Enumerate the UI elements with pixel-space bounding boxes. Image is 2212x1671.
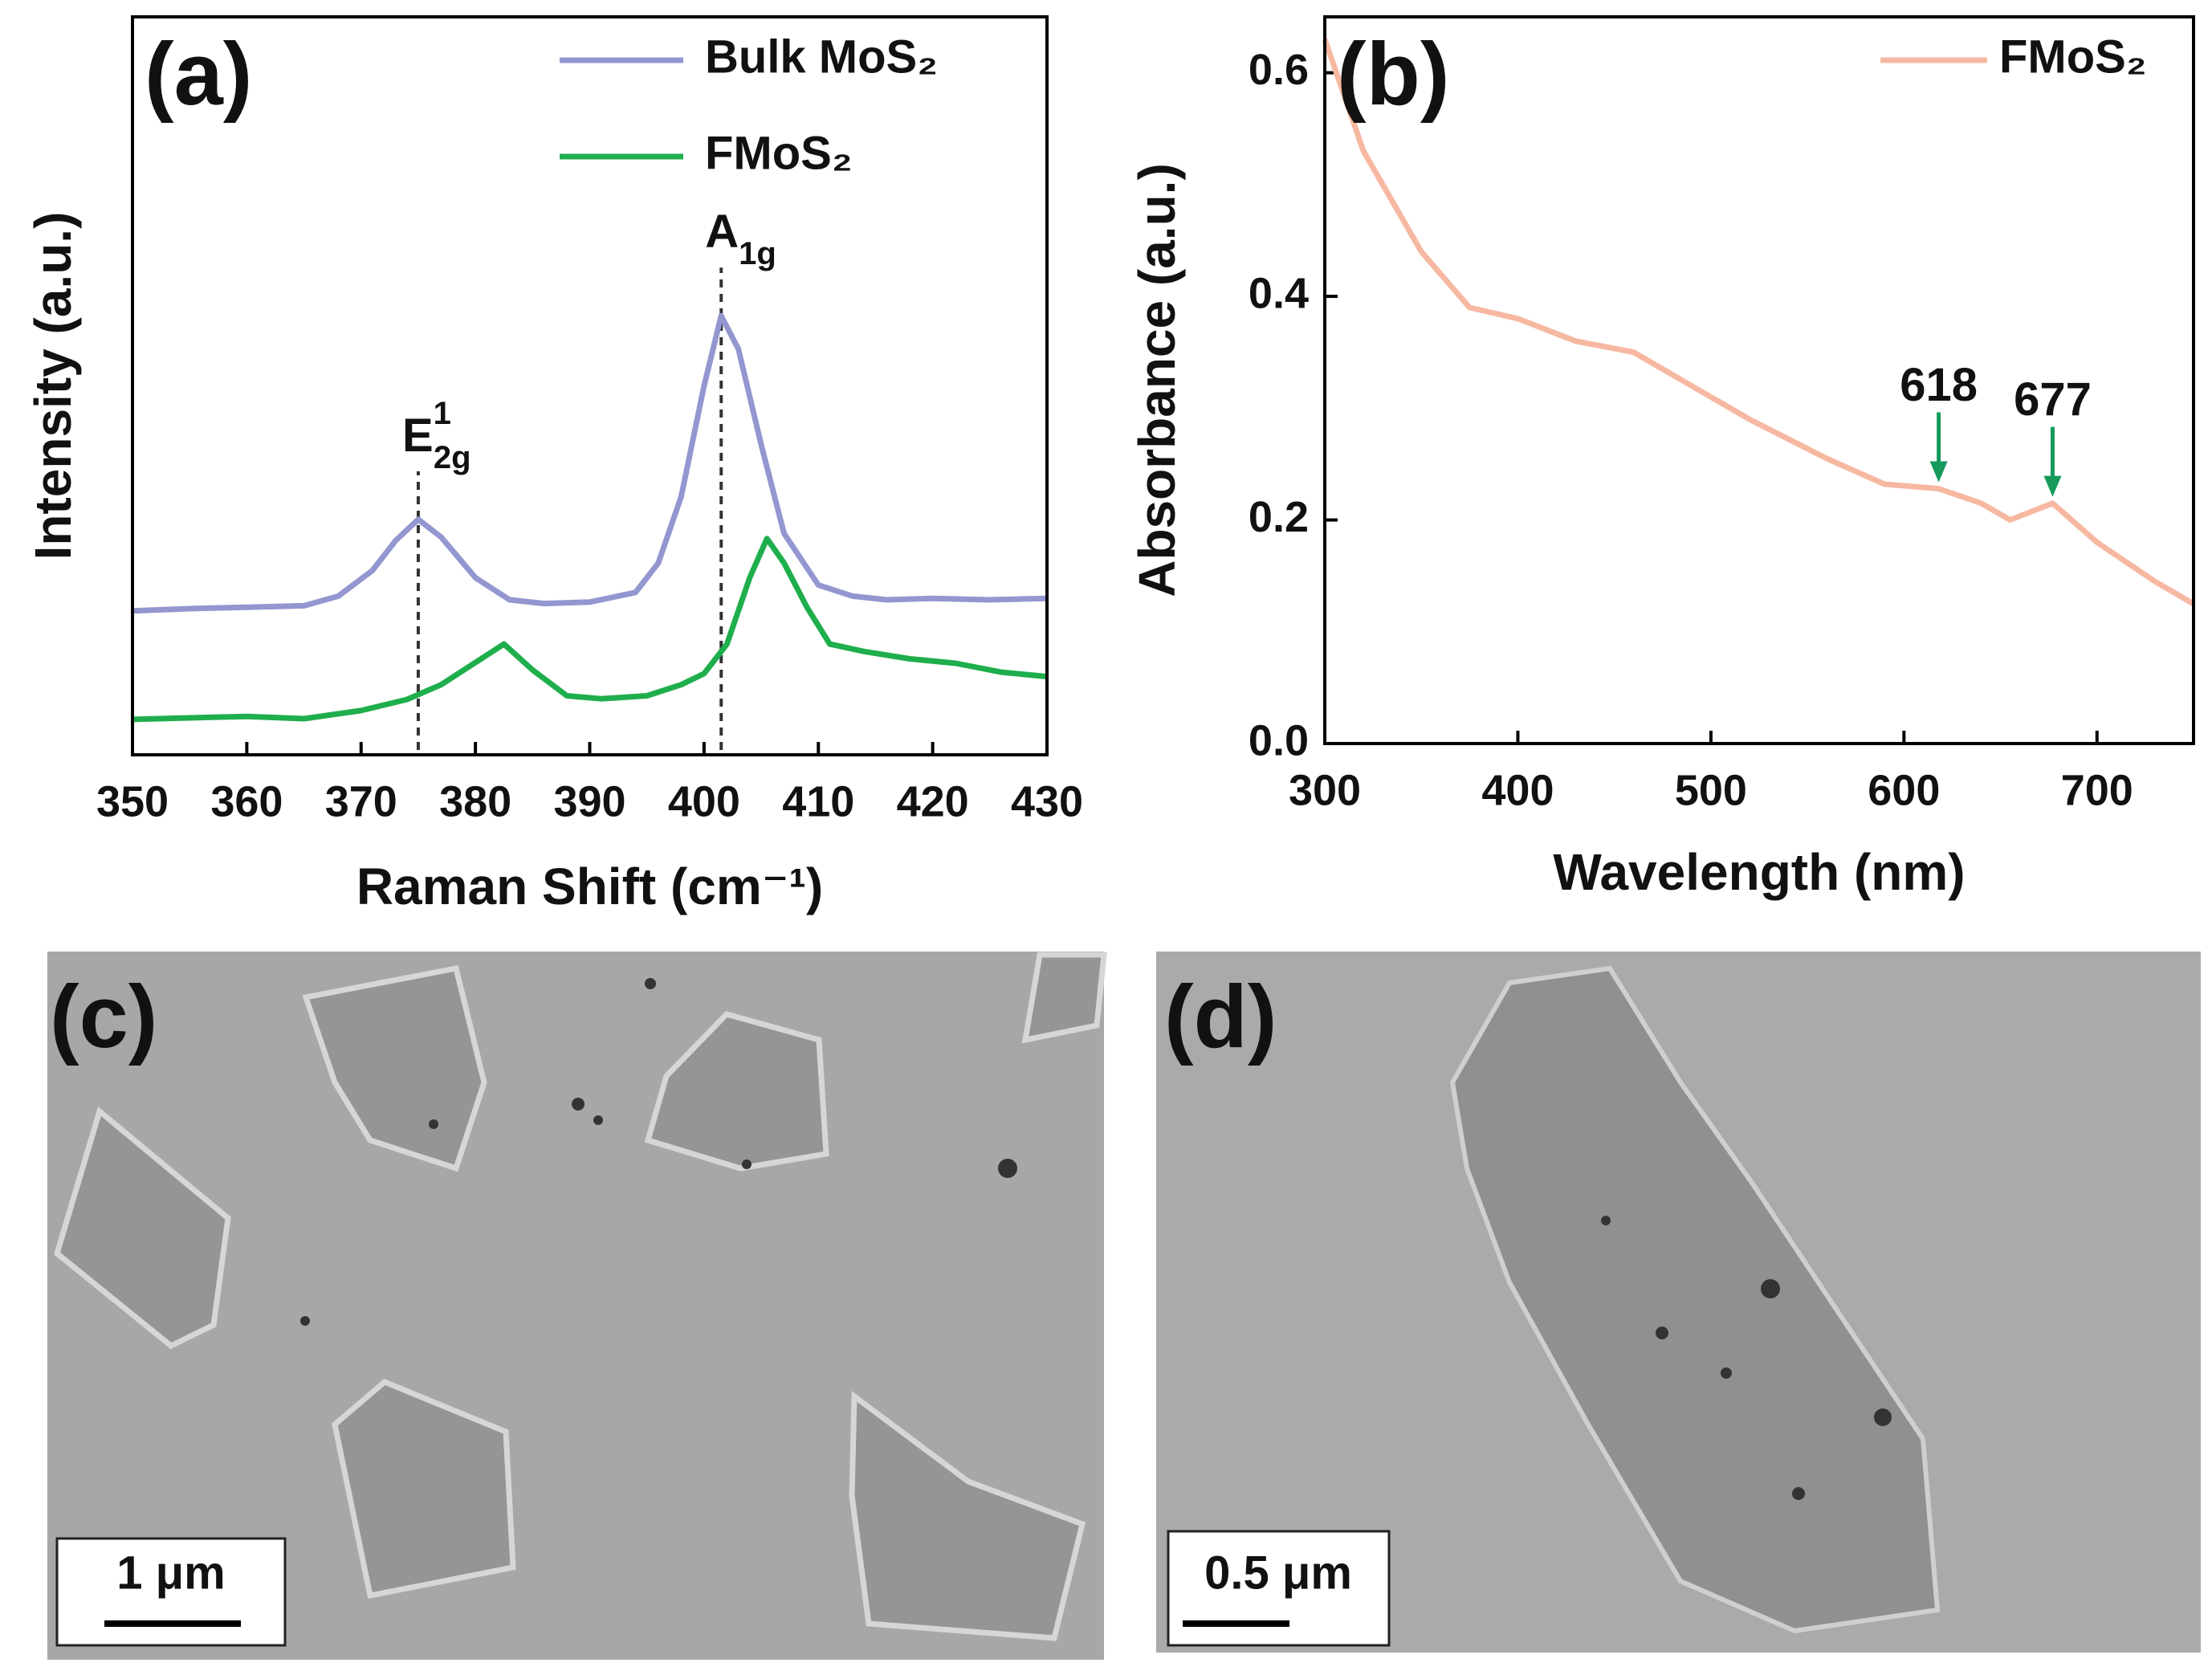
particles xyxy=(300,978,1017,1326)
series-line xyxy=(132,312,1048,614)
panel-label: (c) xyxy=(50,968,157,1066)
x-tick-label: 350 xyxy=(96,777,169,825)
particles xyxy=(1601,1216,1892,1500)
x-tick-label: 500 xyxy=(1675,766,1747,814)
x-tick-label: 400 xyxy=(668,777,740,825)
particle xyxy=(645,978,656,989)
particle xyxy=(1601,1216,1611,1225)
panel-c: 1 μm (c) xyxy=(47,952,1107,1660)
x-tick-label: 370 xyxy=(325,777,397,825)
flake xyxy=(1449,965,1941,1634)
panel-label: (a) xyxy=(145,25,252,124)
series-line xyxy=(132,536,1048,723)
y-tick-label: 0.0 xyxy=(1249,716,1309,764)
annotation-sup: 1 xyxy=(434,395,451,430)
x-tick-label: 430 xyxy=(1011,777,1083,825)
flake xyxy=(1021,952,1107,1044)
annotation-label: E1 2g xyxy=(402,395,471,475)
x-axis-title: Wavelength (nm) xyxy=(1553,843,1965,901)
x-tick-label: 360 xyxy=(210,777,283,825)
particle xyxy=(572,1098,585,1111)
peak-arrowhead xyxy=(2043,475,2062,497)
peak-arrowhead xyxy=(1929,461,1948,483)
particle xyxy=(300,1316,310,1326)
legend-label: FMoS₂ xyxy=(705,127,853,179)
panel-d: 0.5 μm (d) xyxy=(1156,952,2201,1653)
x-tick-label: 700 xyxy=(2061,766,2133,814)
scale-bar-label: 0.5 μm xyxy=(1204,1547,1352,1599)
y-tick-label: 0.6 xyxy=(1249,46,1309,94)
annotation-text: E xyxy=(402,410,434,462)
flake xyxy=(849,1391,1086,1641)
flakes xyxy=(53,952,1107,1641)
flake xyxy=(332,1378,516,1600)
particle xyxy=(998,1159,1017,1178)
annotation-sub: 2g xyxy=(434,439,471,475)
plot-frame xyxy=(1323,15,2195,745)
x-axis-title: Raman Shift (cm⁻¹) xyxy=(356,858,823,915)
x-tick-label: 380 xyxy=(439,777,511,825)
flake xyxy=(644,1011,829,1172)
flake xyxy=(53,1106,231,1350)
chart: 350 360 370 380 390 400 410 420 430 Raman Shift (… xyxy=(24,15,1083,915)
plot-frame xyxy=(131,15,1049,756)
peak-label: 677 xyxy=(2014,373,2092,426)
particle xyxy=(1656,1327,1668,1339)
legend-label: Bulk MoS₂ xyxy=(705,31,938,83)
particle xyxy=(1874,1408,1892,1426)
annotation-text: A xyxy=(705,206,739,259)
legend-label: FMoS₂ xyxy=(1999,31,2147,83)
particle xyxy=(1761,1279,1780,1298)
annotation-label: A1g xyxy=(705,206,776,271)
y-tick-label: 0.4 xyxy=(1249,269,1309,317)
scale-bar-box xyxy=(55,1537,287,1647)
x-tick-label: 410 xyxy=(782,777,854,825)
y-tick-label: 0.2 xyxy=(1249,493,1309,541)
x-tick-label: 600 xyxy=(1868,766,1940,814)
x-tick-label: 400 xyxy=(1481,766,1554,814)
x-tick-label: 300 xyxy=(1289,766,1361,814)
panel-label: (b) xyxy=(1337,25,1449,124)
y-axis-title: Absorbance (a.u.) xyxy=(1128,163,1186,597)
x-tick-label: 420 xyxy=(897,777,969,825)
flake xyxy=(302,964,487,1172)
scale-bar-label: 1 μm xyxy=(116,1547,225,1599)
y-axis-title: Intensity (a.u.) xyxy=(24,212,82,560)
series-line xyxy=(1322,38,2195,607)
particle xyxy=(593,1115,603,1125)
x-tick-label: 390 xyxy=(553,777,625,825)
annotation-sub: 1g xyxy=(739,236,776,271)
particle xyxy=(742,1160,752,1169)
chart: 300 400 500 600 700 0.0 0.2 0.4 0.6 Wavelength (n… xyxy=(1128,15,2195,901)
particle xyxy=(429,1119,438,1129)
peak-label: 618 xyxy=(1900,359,1978,411)
particle xyxy=(1792,1487,1805,1500)
panel-label: (d) xyxy=(1164,968,1277,1066)
particle xyxy=(1721,1367,1732,1379)
